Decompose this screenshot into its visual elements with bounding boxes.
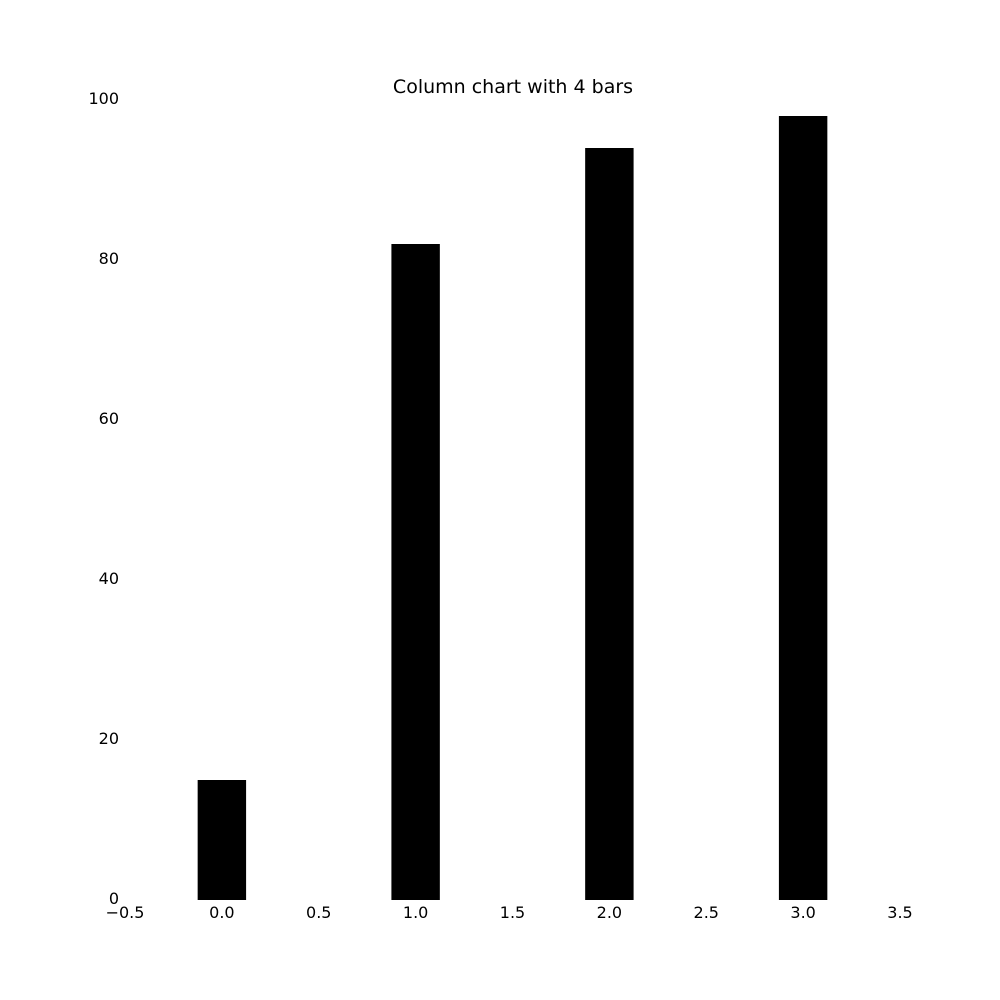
bar-1 [391, 244, 440, 900]
x-tick-label: 0.0 [209, 903, 234, 922]
chart-title: Column chart with 4 bars [393, 76, 633, 98]
bar-0 [197, 780, 247, 900]
x-tick-label: 3.5 [887, 903, 912, 922]
x-axis-tick-labels: −0.5 0.0 0.5 1.0 1.5 2.0 2.5 3.0 3.5 [106, 903, 913, 922]
bar-2 [585, 148, 634, 900]
bars-group [197, 116, 828, 900]
y-tick-label: 100 [88, 89, 119, 108]
y-tick-label: 40 [99, 569, 119, 588]
y-axis-tick-labels: 0 20 40 60 80 100 [88, 89, 119, 908]
x-tick-label: −0.5 [106, 903, 145, 922]
x-tick-label: 1.5 [500, 903, 525, 922]
x-tick-label: 2.0 [597, 903, 622, 922]
x-tick-label: 0.5 [306, 903, 331, 922]
y-tick-label: 60 [99, 409, 119, 428]
y-tick-label: 80 [99, 249, 119, 268]
x-tick-label: 1.0 [403, 903, 428, 922]
x-tick-label: 3.0 [790, 903, 815, 922]
y-tick-label: 20 [99, 729, 119, 748]
x-tick-label: 2.5 [694, 903, 719, 922]
bar-3 [778, 116, 828, 900]
y-tick-label: 0 [109, 889, 119, 908]
